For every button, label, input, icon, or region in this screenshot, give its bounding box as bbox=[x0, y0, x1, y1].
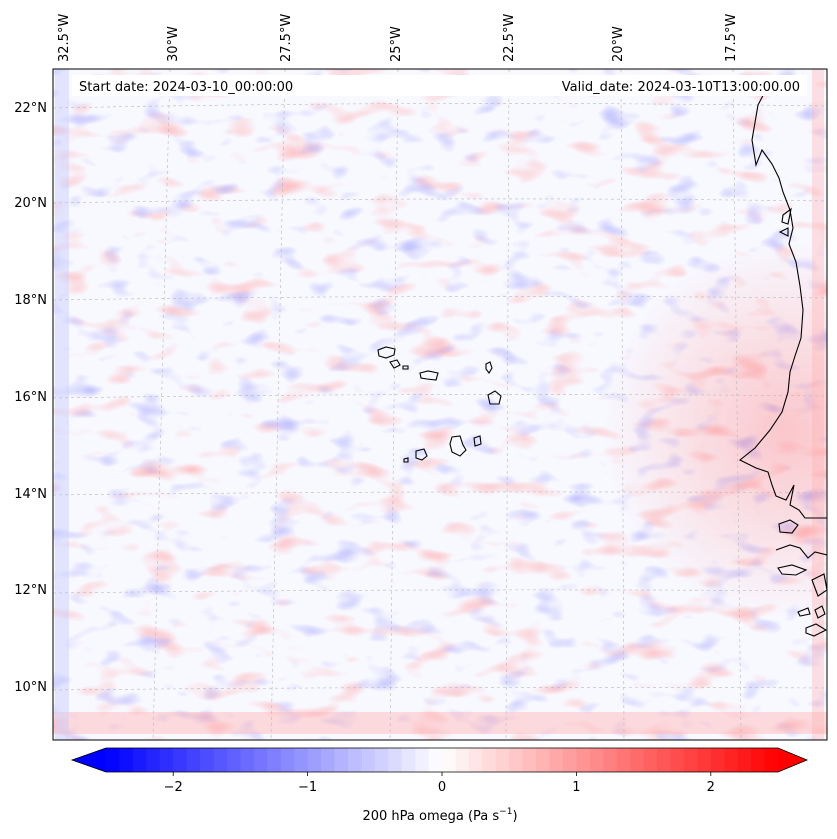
colorbar-tick-label: 1 bbox=[572, 780, 580, 795]
colorbar-segment bbox=[401, 748, 416, 772]
colorbar-segment bbox=[482, 748, 497, 772]
colorbar-segment bbox=[468, 748, 483, 772]
colorbar-segment bbox=[562, 748, 577, 772]
colorbar-segment bbox=[751, 748, 766, 772]
colorbar-segments bbox=[106, 748, 779, 772]
colorbar-segment bbox=[226, 748, 241, 772]
colorbar-segment bbox=[361, 748, 376, 772]
colorbar-outline bbox=[70, 747, 809, 773]
colorbar-segment bbox=[374, 748, 389, 772]
colorbar-segment bbox=[737, 748, 752, 772]
colorbar-segment bbox=[630, 748, 645, 772]
lat-label-16n: 16°N bbox=[14, 390, 47, 405]
colorbar-tick-label: 2 bbox=[707, 780, 715, 795]
colorbar-segment bbox=[132, 748, 147, 772]
african-coastline bbox=[738, 83, 827, 637]
colorbar-label-close: ) bbox=[512, 809, 517, 824]
colorbar-segment bbox=[267, 748, 282, 772]
colorbar-segment bbox=[589, 748, 604, 772]
colorbar-label-sup: −1 bbox=[499, 807, 512, 817]
colorbar-segment bbox=[186, 748, 201, 772]
colorbar-segment bbox=[616, 748, 631, 772]
colorbar-segment bbox=[670, 748, 685, 772]
colorbar-segment bbox=[509, 748, 524, 772]
colorbar: −2 −1 0 1 2 200 hPa omega (Pa s−1) bbox=[70, 747, 809, 824]
colorbar-segment bbox=[495, 748, 510, 772]
colorbar-segment bbox=[173, 748, 188, 772]
lat-label-18n: 18°N bbox=[14, 293, 47, 308]
omega-field bbox=[53, 69, 827, 740]
lon-label-30w: 30°W bbox=[166, 26, 181, 62]
colorbar-segment bbox=[388, 748, 403, 772]
colorbar-label-main: 200 hPa omega (Pa s bbox=[362, 809, 499, 824]
colorbar-segment bbox=[683, 748, 698, 772]
cape-verde-islands bbox=[377, 346, 502, 463]
colorbar-segment bbox=[724, 748, 739, 772]
gridlines bbox=[52, 68, 828, 741]
colorbar-tick-label: −1 bbox=[298, 780, 317, 795]
colorbar-segment bbox=[697, 748, 712, 772]
colorbar-segment bbox=[455, 748, 470, 772]
valid-date-label: Valid_date: 2024-03-10T13:00:00.00 bbox=[562, 80, 800, 95]
colorbar-extend-min bbox=[72, 748, 106, 772]
colorbar-segment bbox=[442, 748, 457, 772]
date-label-box bbox=[72, 75, 807, 96]
colorbar-segment bbox=[764, 748, 779, 772]
colorbar-segment bbox=[253, 748, 268, 772]
colorbar-segment bbox=[200, 748, 215, 772]
lon-label-32-5w: 32.5°W bbox=[57, 14, 72, 62]
colorbar-segment bbox=[280, 748, 295, 772]
lon-label-20w: 20°W bbox=[611, 26, 626, 62]
colorbar-segment bbox=[347, 748, 362, 772]
map-panel: Start date: 2024-03-10_00:00:00 Valid_da… bbox=[14, 14, 828, 741]
colorbar-segment bbox=[294, 748, 309, 772]
colorbar-segment bbox=[146, 748, 161, 772]
lon-label-17-5w: 17.5°W bbox=[724, 14, 739, 62]
lon-label-27-5w: 27.5°W bbox=[279, 14, 294, 62]
lat-label-22n: 22°N bbox=[14, 101, 47, 116]
colorbar-segment bbox=[415, 748, 430, 772]
lat-label-12n: 12°N bbox=[14, 583, 47, 598]
colorbar-ticks: −2 −1 0 1 2 bbox=[164, 772, 715, 795]
colorbar-segment bbox=[106, 748, 121, 772]
colorbar-extend-max bbox=[778, 748, 807, 772]
lat-label-20n: 20°N bbox=[14, 196, 47, 211]
colorbar-segment bbox=[213, 748, 228, 772]
map-frame bbox=[52, 68, 828, 741]
colorbar-segment bbox=[549, 748, 564, 772]
colorbar-segment bbox=[576, 748, 591, 772]
colorbar-segment bbox=[710, 748, 725, 772]
colorbar-segment bbox=[119, 748, 134, 772]
lon-label-25w: 25°W bbox=[389, 26, 404, 62]
colorbar-segment bbox=[307, 748, 322, 772]
lat-label-10n: 10°N bbox=[14, 680, 47, 695]
colorbar-segment bbox=[643, 748, 658, 772]
colorbar-segment bbox=[522, 748, 537, 772]
colorbar-tick-label: −2 bbox=[164, 780, 183, 795]
colorbar-segment bbox=[321, 748, 336, 772]
colorbar-segment bbox=[428, 748, 443, 772]
colorbar-segment bbox=[159, 748, 174, 772]
colorbar-segment bbox=[657, 748, 672, 772]
colorbar-label: 200 hPa omega (Pa s−1) bbox=[362, 807, 517, 824]
colorbar-segment bbox=[536, 748, 551, 772]
colorbar-segment bbox=[334, 748, 349, 772]
colorbar-segment bbox=[603, 748, 618, 772]
start-date-label: Start date: 2024-03-10_00:00:00 bbox=[79, 80, 293, 95]
lon-label-22-5w: 22.5°W bbox=[502, 14, 517, 62]
colorbar-segment bbox=[240, 748, 255, 772]
lat-label-14n: 14°N bbox=[14, 487, 47, 502]
colorbar-tick-label: 0 bbox=[438, 780, 446, 795]
